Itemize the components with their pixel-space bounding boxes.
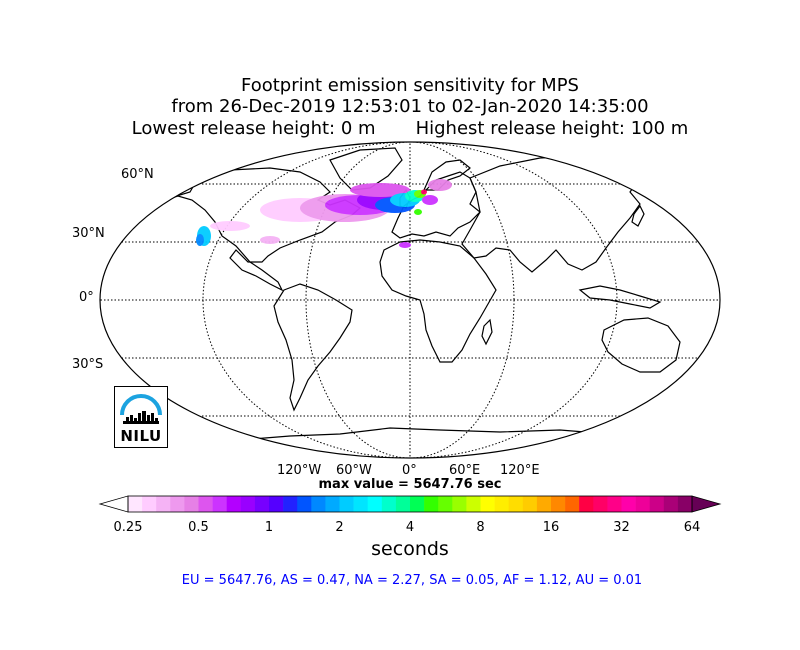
lat-label-30n: 30°N: [72, 226, 105, 241]
madagascar: [481, 318, 493, 346]
colorbar-cell: [339, 496, 354, 512]
australia: [601, 317, 681, 373]
lon-label-60w: 60°W: [336, 463, 372, 478]
colorbar-cell: [156, 496, 171, 512]
title-line-1: Footprint emission sensitivity for MPS: [241, 75, 579, 96]
colorbar-cell: [410, 496, 425, 512]
colorbar-tick: 32: [613, 520, 630, 535]
colorbar-cell: [142, 496, 157, 512]
meridian-120: [202, 142, 618, 458]
colorbar-cell: [184, 496, 199, 512]
lon-label-0: 0°: [402, 463, 417, 478]
nilu-logo-mark: [120, 394, 162, 424]
colorbar-tick: 8: [476, 520, 485, 535]
colorbar-cell: [367, 496, 383, 512]
lon-label-120w: 120°W: [277, 463, 322, 478]
colorbar-cell: [607, 496, 622, 512]
colorbar-cell: [395, 496, 411, 512]
colorbar-tick: 0.5: [188, 520, 209, 535]
colorbar-cell: [536, 496, 552, 512]
lon-label-60e: 60°E: [449, 463, 481, 478]
nilu-logo: NILU: [114, 386, 168, 448]
southeast-asia-islands: [578, 285, 662, 309]
colorbar-cell: [170, 496, 185, 512]
colorbar-cell: [269, 496, 284, 512]
colorbar-cell: [565, 496, 580, 512]
colorbar-cell: [353, 496, 368, 512]
max-value-label: max value = 5647.76 sec: [318, 477, 502, 492]
globe-outline: [99, 141, 721, 459]
colorbar-cell: [508, 496, 524, 512]
colorbar-cell: [240, 496, 256, 512]
colorbar-cell: [635, 496, 650, 512]
colorbar-tick: 4: [405, 520, 415, 535]
colorbar-cell: [551, 496, 566, 512]
colorbar-tick: 0.25: [113, 520, 143, 535]
colorbar-cell: [198, 496, 213, 512]
colorbar-cell: [424, 496, 439, 512]
colorbar-tick: 1: [264, 520, 274, 535]
japan: [631, 204, 645, 227]
colorbar-over-arrow: [691, 495, 722, 513]
colorbar-cell: [226, 496, 242, 512]
colorbar-cell: [283, 496, 298, 512]
meridian-60: [305, 142, 515, 458]
colorbar-tick: 64: [683, 520, 701, 535]
lat-label-0: 0°: [79, 290, 94, 305]
colorbar-cell: [480, 496, 495, 512]
africa: [379, 239, 497, 363]
colorbar-cell: [452, 496, 467, 512]
colorbar-under-arrow: [98, 495, 129, 513]
colorbar-cell: [621, 496, 636, 512]
colorbar-cell: [494, 496, 509, 512]
colorbar-cell: [311, 496, 326, 512]
colorbar-cell: [677, 496, 693, 512]
colorbar-cell: [649, 496, 665, 512]
colorbar-tick: 16: [542, 520, 560, 535]
colorbar-cell: [438, 496, 453, 512]
sensitivity-plume: [196, 179, 452, 248]
title-line-3: Lowest release height: 0 m Highest relea…: [131, 118, 689, 139]
lon-label-120e: 120°E: [500, 463, 540, 478]
colorbar-frame: [127, 495, 693, 513]
colorbar-cell: [325, 496, 340, 512]
greenland: [329, 147, 403, 191]
colorbar-cell: [466, 496, 481, 512]
colorbar-cell: [254, 496, 270, 512]
region-summary: EU = 5647.76, AS = 0.47, NA = 2.27, SA =…: [181, 573, 643, 588]
colorbar-label: seconds: [371, 538, 449, 560]
lat-label-30s: 30°S: [72, 357, 104, 372]
colorbar-cell: [212, 496, 227, 512]
lat-label-60n: 60°N: [121, 167, 154, 182]
colorbar-cell: [381, 496, 397, 512]
colorbar-cell: [579, 496, 594, 512]
nilu-logo-text: NILU: [120, 427, 162, 445]
title-line-2: from 26-Dec-2019 12:53:01 to 02-Jan-2020…: [171, 96, 649, 117]
colorbar-cell: [593, 496, 608, 512]
colorbar-cell: [128, 496, 143, 512]
colorbar-cell: [522, 496, 538, 512]
colorbar-tick: 2: [335, 520, 344, 535]
colorbar-cell: [663, 496, 679, 512]
south-america: [273, 283, 353, 412]
colorbar-cell: [297, 496, 312, 512]
